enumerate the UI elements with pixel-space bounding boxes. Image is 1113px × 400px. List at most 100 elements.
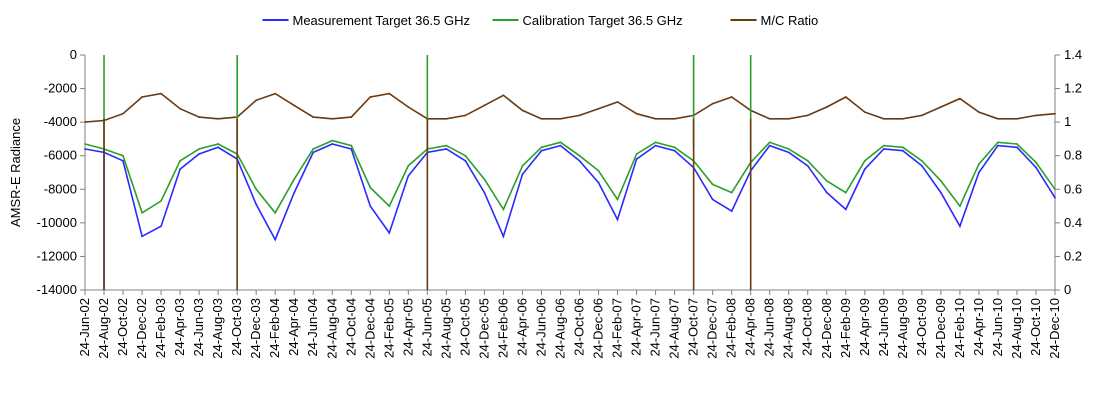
series-2	[84, 92, 1056, 124]
data-point	[978, 171, 980, 174]
data-point	[483, 178, 486, 181]
data-point	[179, 159, 181, 162]
data-point	[673, 146, 676, 149]
data-point	[730, 210, 733, 213]
x-tick-label: 24-Jun-04	[305, 298, 320, 357]
data-point	[540, 146, 543, 149]
data-point	[978, 111, 980, 113]
x-tick-label: 24-Oct-09	[914, 298, 929, 356]
data-point	[559, 141, 562, 144]
legend-label: Calibration Target 36.5 GHz	[523, 13, 683, 28]
x-tick-label: 24-Feb-10	[952, 298, 967, 358]
data-point	[844, 96, 847, 98]
data-point	[559, 117, 562, 120]
data-point	[882, 117, 885, 120]
data-point	[997, 144, 999, 147]
legend: Measurement Target 36.5 GHz Calibration T…	[262, 13, 818, 28]
x-tick-label: 24-Aug-04	[324, 298, 339, 359]
data-point	[920, 159, 923, 162]
x-tick-label: 24-Oct-02	[115, 298, 130, 356]
data-point	[920, 114, 923, 117]
data-point	[730, 96, 733, 98]
data-point	[369, 96, 372, 98]
data-point	[825, 106, 828, 108]
data-point	[863, 111, 866, 113]
data-point	[483, 104, 486, 107]
data-point	[1016, 117, 1018, 120]
data-point	[616, 101, 619, 103]
data-point	[141, 211, 143, 214]
data-point	[122, 112, 124, 115]
data-point	[502, 94, 505, 97]
data-point	[959, 205, 961, 207]
data-point	[122, 154, 124, 157]
data-point	[882, 148, 885, 150]
x-tick-label: 24-Apr-04	[286, 298, 301, 356]
data-point	[312, 116, 315, 119]
data-point	[806, 159, 809, 162]
x-tick-label: 24-Aug-09	[895, 298, 910, 359]
data-point	[464, 114, 467, 117]
data-point	[407, 174, 410, 177]
right-tick-label: 1	[1064, 114, 1071, 129]
data-point	[122, 159, 124, 162]
data-point	[635, 112, 638, 115]
x-tick-label: 24-Oct-04	[343, 298, 358, 356]
data-point	[464, 154, 467, 157]
x-tick-label: 24-Jun-03	[191, 298, 206, 357]
x-tick-label: 24-Feb-04	[267, 298, 282, 358]
data-point	[293, 178, 296, 181]
x-tick-label: 24-Jun-07	[648, 298, 663, 357]
data-point	[445, 117, 448, 120]
data-point	[540, 117, 543, 120]
x-tick-label: 24-Oct-08	[800, 298, 815, 356]
data-point	[635, 158, 638, 160]
data-point	[255, 188, 258, 191]
data-point	[768, 117, 771, 120]
data-point	[350, 148, 353, 150]
x-tick-label: 24-Dec-04	[362, 298, 377, 359]
data-point	[160, 92, 162, 95]
data-point	[521, 109, 524, 112]
data-point	[464, 159, 467, 162]
data-point	[407, 106, 410, 108]
data-point	[635, 153, 638, 155]
data-point	[521, 164, 524, 167]
x-tick-label: 24-Jun-10	[990, 298, 1005, 357]
data-point	[806, 164, 809, 167]
data-point	[578, 159, 581, 162]
x-tick-label: 24-Feb-06	[495, 298, 510, 358]
data-point	[274, 92, 277, 95]
data-point	[312, 148, 315, 150]
left-tick-label: -6000	[44, 148, 77, 163]
series-line	[84, 139, 1056, 215]
data-point	[616, 218, 619, 221]
data-point	[160, 225, 162, 228]
left-tick-label: 0	[70, 47, 77, 62]
data-point	[198, 116, 201, 119]
right-axis: 1.4 1.2 1 0.8 0.6 0.4 0.2 0	[1055, 47, 1082, 297]
x-tick-label: 24-Oct-05	[457, 298, 472, 356]
x-tick-label: 24-Dec-07	[705, 298, 720, 359]
data-point	[483, 191, 486, 194]
data-point	[597, 107, 600, 110]
data-point	[939, 106, 942, 108]
data-point	[502, 235, 505, 238]
data-point	[578, 154, 581, 157]
data-point	[217, 117, 220, 120]
x-tick-label: 24-Aug-02	[96, 298, 111, 359]
data-point	[711, 198, 714, 201]
x-tick-label: 24-Dec-09	[933, 298, 948, 359]
data-point	[1016, 146, 1018, 149]
data-point	[939, 179, 942, 182]
dropout-layer	[103, 55, 752, 290]
right-tick-label: 1.4	[1064, 47, 1082, 62]
series-layer	[84, 55, 1056, 290]
data-point	[616, 198, 619, 201]
series-0	[84, 143, 1056, 242]
x-tick-label: 24-Jun-09	[876, 298, 891, 357]
legend-item: Calibration Target 36.5 GHz	[492, 13, 683, 28]
data-point	[997, 117, 999, 120]
x-tick-label: 24-Feb-07	[610, 298, 625, 358]
data-point	[84, 148, 86, 150]
